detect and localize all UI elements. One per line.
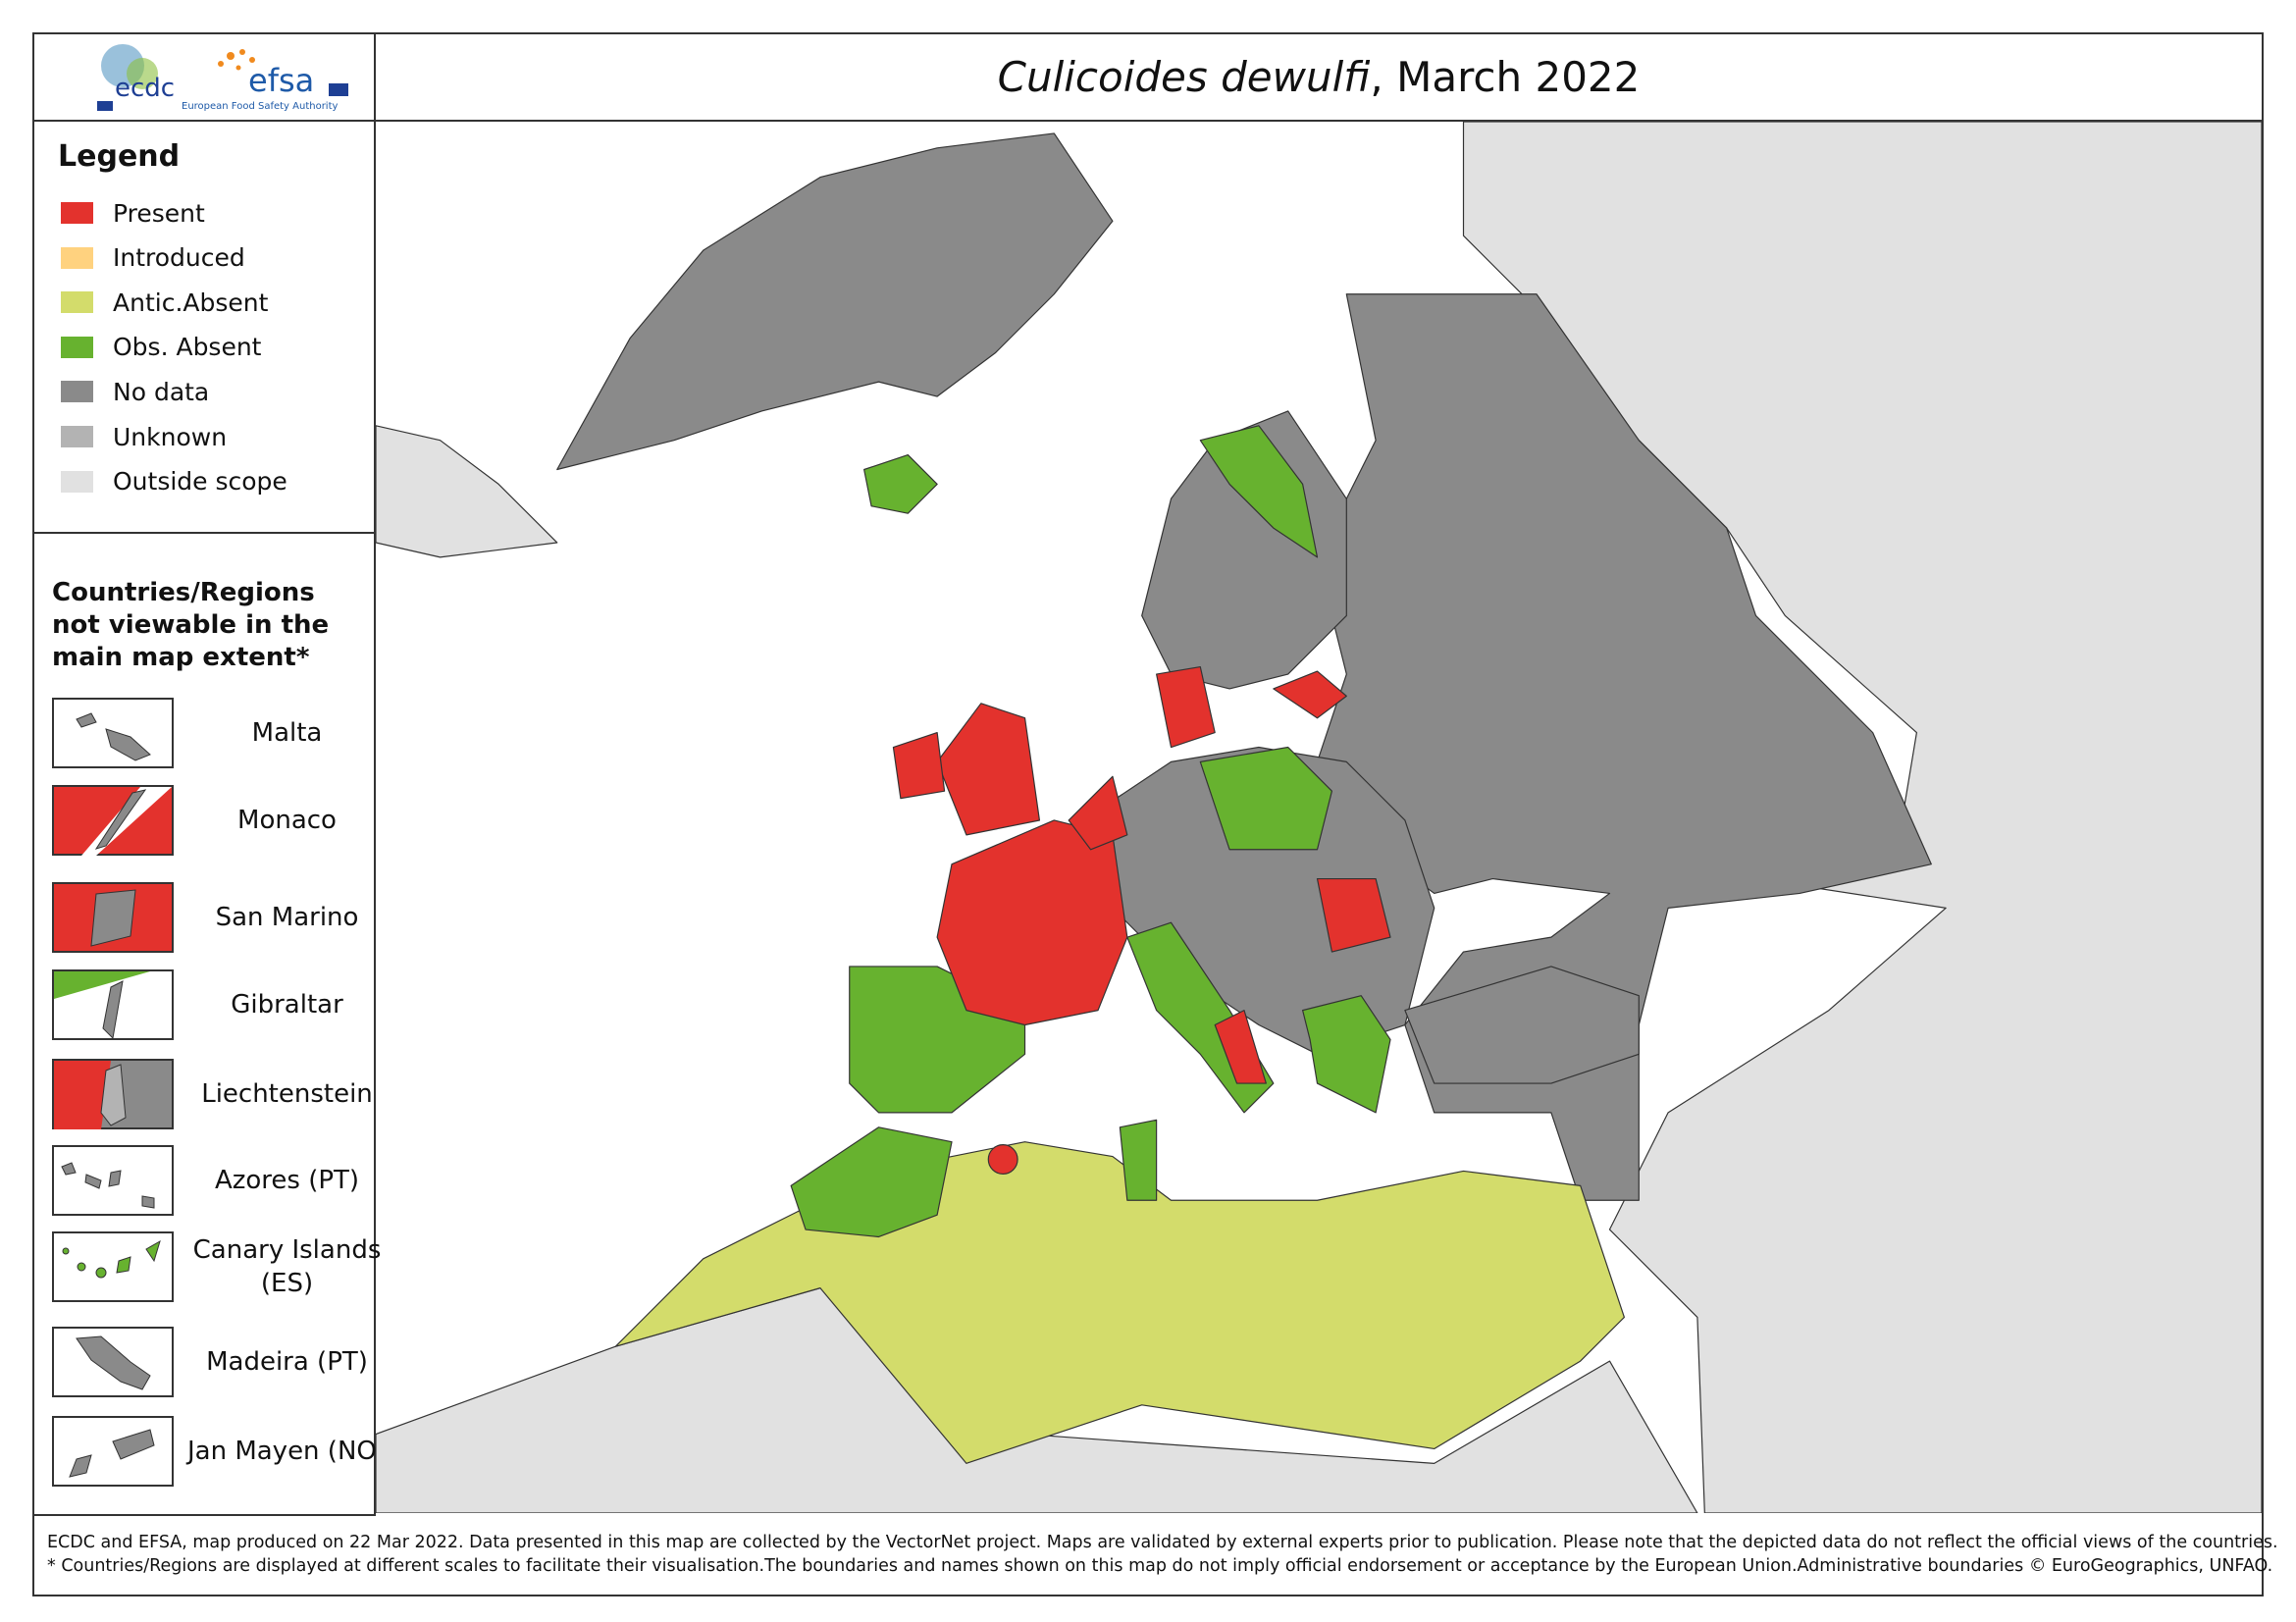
legend-swatch [61, 381, 93, 403]
inset-map [52, 1145, 174, 1216]
present-region [1273, 670, 1347, 719]
outside-scope-region [376, 425, 558, 558]
inset-row: Gibraltar [52, 969, 390, 1040]
inset-label: Canary Islands (ES) [192, 1235, 382, 1298]
inset-row: Canary Islands (ES) [52, 1231, 390, 1302]
legend-label: No data [113, 377, 210, 406]
legend-label: Present [113, 198, 205, 228]
legend-item: Outside scope [61, 467, 287, 497]
legend-label: Antic.Absent [113, 288, 269, 317]
legend-item: Antic.Absent [61, 288, 268, 317]
legend-item: Present [61, 198, 205, 228]
no-data-region [1404, 966, 1640, 1084]
inset-map [52, 1231, 174, 1302]
inset-row: San Marino [52, 882, 390, 953]
logo-box: ecdc efsa European Food Safety Authority [32, 32, 376, 122]
present-region [1068, 775, 1128, 851]
obs-absent-region [790, 1126, 953, 1238]
legend-box: Legend Present Introduced Antic.Absent Obs.… [32, 120, 376, 534]
footer: ECDC and EFSA, map produced on 22 Mar 20… [47, 1531, 2278, 1578]
present-region [936, 819, 1128, 1026]
inset-label: Monaco [237, 806, 337, 835]
legend-swatch [61, 291, 93, 314]
legend-label: Outside scope [113, 467, 287, 497]
inset-map [52, 1416, 174, 1487]
ecdc-logo-text: ecdc [115, 74, 176, 103]
map [376, 122, 2262, 1513]
legend-swatch [61, 470, 93, 493]
legend-item: Obs. Absent [61, 333, 262, 362]
legend-swatch [61, 202, 93, 224]
inset-map [52, 1059, 174, 1129]
title-rest: , March 2022 [1370, 53, 1641, 101]
title-box: Culicoides dewulfi, March 2022 [374, 32, 2264, 122]
efsa-full-name: European Food Safety Authority [182, 101, 339, 112]
legend-label: Introduced [113, 243, 245, 273]
legend-title: Legend [58, 139, 181, 174]
legend-swatch [61, 426, 93, 447]
legend-item: No data [61, 377, 209, 406]
present-region [1214, 1010, 1267, 1084]
legend-label: Obs. Absent [113, 333, 262, 362]
inset-map [52, 698, 174, 768]
inset-row: Madeira (PT) [52, 1327, 390, 1397]
inset-row: Liechtenstein [52, 1059, 390, 1129]
insets-box: Countries/Regions not viewable in the ma… [32, 532, 387, 1516]
inset-map [52, 969, 174, 1040]
inset-label: Malta [251, 718, 323, 748]
legend-item: Introduced [61, 243, 245, 273]
inset-label: San Marino [215, 903, 359, 932]
legend-swatch [61, 246, 93, 269]
inset-row: Jan Mayen (NO) [52, 1416, 390, 1487]
efsa-logo-text: efsa [248, 62, 315, 99]
logo-icons [97, 44, 348, 111]
no-data-region [556, 132, 1114, 471]
legend-swatch [61, 336, 93, 358]
legend-item: Unknown [61, 422, 227, 451]
title-species: Culicoides dewulfi [997, 53, 1371, 101]
obs-absent-region [1119, 1119, 1158, 1201]
present-region [987, 1144, 1018, 1176]
inset-row: Monaco [52, 785, 390, 856]
footer-line: ECDC and EFSA, map produced on 22 Mar 20… [47, 1533, 2278, 1552]
footer-line: * Countries/Regions are displayed at dif… [47, 1556, 2273, 1576]
present-region [892, 732, 946, 800]
inset-map [52, 1327, 174, 1397]
obs-absent-region [863, 454, 938, 514]
inset-label: Madeira (PT) [206, 1347, 368, 1377]
inset-label: Jan Mayen (NO) [186, 1437, 388, 1466]
obs-absent-region [1199, 425, 1319, 558]
legend-label: Unknown [113, 422, 228, 451]
inset-label: Azores (PT) [214, 1166, 360, 1195]
insets-title: Countries/Regions not viewable in the ma… [52, 578, 330, 672]
inset-map [52, 785, 174, 856]
inset-label: Gibraltar [231, 990, 343, 1020]
obs-absent-region [1302, 995, 1391, 1114]
present-region [936, 703, 1041, 836]
present-region [1316, 877, 1391, 953]
inset-map [52, 882, 174, 953]
present-region [1156, 665, 1216, 749]
inset-row: Azores (PT) [52, 1145, 390, 1216]
obs-absent-region [1199, 746, 1333, 851]
inset-label: Liechtenstein [201, 1079, 373, 1109]
inset-row: Malta [52, 698, 390, 768]
